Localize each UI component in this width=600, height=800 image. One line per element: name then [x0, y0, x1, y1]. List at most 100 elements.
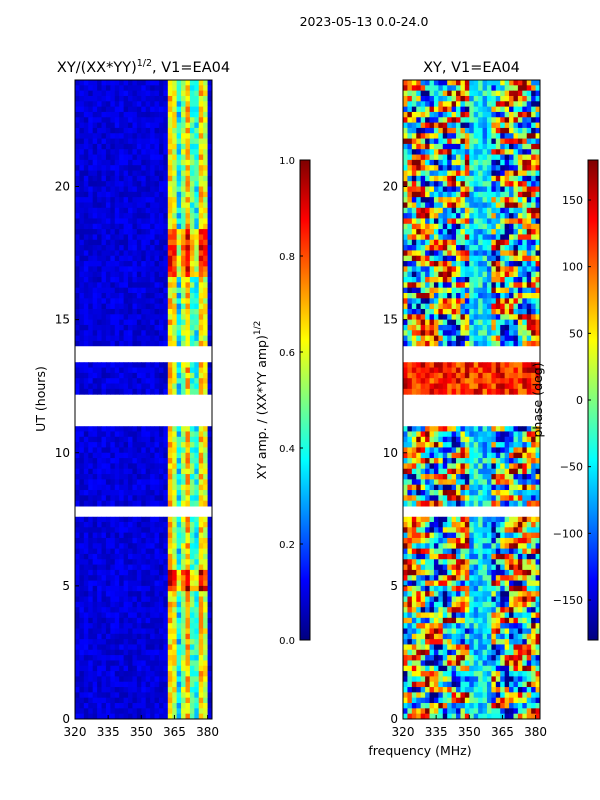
heatmap-cell — [110, 271, 116, 278]
heatmap-cell — [433, 175, 439, 182]
heatmap-cell — [154, 708, 160, 715]
heatmap-cell — [88, 197, 94, 203]
heatmap-cell — [114, 575, 120, 582]
heatmap-cell — [167, 575, 173, 582]
heatmap-cell — [88, 101, 94, 108]
heatmap-cell — [128, 569, 133, 576]
heatmap-cell — [500, 181, 506, 188]
heatmap-cell — [531, 330, 537, 337]
heatmap-cell — [154, 340, 160, 347]
heatmap-cell — [504, 149, 510, 156]
heatmap-cell — [145, 617, 151, 624]
heatmap-cell — [203, 271, 209, 278]
heatmap-cell — [163, 372, 169, 379]
heatmap-cell — [75, 154, 80, 161]
heatmap-cell — [132, 436, 138, 443]
heatmap-cell — [478, 207, 484, 214]
heatmap-cell — [203, 617, 209, 624]
heatmap-cell — [416, 330, 422, 337]
heatmap-cell — [167, 596, 173, 603]
heatmap-cell — [83, 218, 89, 225]
heatmap-cell — [469, 213, 475, 219]
heatmap-cell — [181, 378, 186, 385]
heatmap-cell — [172, 122, 178, 129]
heatmap-cell — [150, 133, 156, 140]
heatmap-cell — [145, 697, 151, 704]
heatmap-cell — [482, 324, 488, 331]
heatmap-cell — [123, 197, 129, 203]
heatmap-cell — [429, 186, 435, 193]
heatmap-cell — [447, 133, 453, 140]
heatmap-cell — [411, 298, 417, 305]
heatmap-cell — [433, 90, 439, 97]
heatmap-cell — [429, 170, 435, 177]
heatmap-cell — [83, 564, 89, 571]
heatmap-cell — [535, 149, 541, 156]
heatmap-cell — [189, 362, 195, 369]
heatmap-cell — [495, 181, 501, 188]
heatmap-cell — [442, 111, 448, 118]
heatmap-cell — [509, 293, 514, 299]
heatmap-cell — [97, 692, 103, 699]
heatmap-cell — [486, 324, 492, 331]
heatmap-cell — [145, 676, 151, 683]
heatmap-cell — [460, 314, 466, 321]
heatmap-cell — [486, 117, 492, 124]
heatmap-cell — [123, 170, 129, 177]
heatmap-cell — [460, 362, 466, 369]
heatmap-cell — [433, 245, 439, 251]
heatmap-cell — [469, 303, 475, 310]
heatmap-cell — [136, 639, 142, 645]
heatmap-cell — [128, 713, 133, 720]
heatmap-cell — [163, 266, 169, 273]
heatmap-cell — [194, 213, 200, 219]
heatmap-cell — [509, 85, 514, 92]
heatmap-cell — [97, 639, 103, 645]
heatmap-cell — [92, 261, 98, 267]
heatmap-cell — [123, 495, 129, 502]
heatmap-cell — [114, 234, 120, 241]
heatmap-cell — [163, 452, 169, 459]
heatmap-cell — [163, 569, 169, 576]
heatmap-cell — [181, 324, 186, 331]
heatmap-cell — [123, 559, 129, 566]
heatmap-cell — [203, 111, 209, 118]
heatmap-cell — [145, 277, 151, 283]
heatmap-cell — [92, 207, 98, 214]
heatmap-cell — [198, 436, 204, 443]
heatmap-cell — [526, 85, 532, 92]
heatmap-cell — [154, 122, 160, 129]
heatmap-cell — [176, 245, 182, 251]
heatmap-cell — [110, 383, 116, 390]
heatmap-cell — [128, 649, 133, 656]
heatmap-cell — [105, 111, 111, 118]
heatmap-cell — [172, 250, 178, 257]
heatmap-cell — [486, 223, 492, 230]
heatmap-cell — [163, 340, 169, 347]
heatmap-cell — [150, 607, 156, 614]
heatmap-cell — [451, 335, 457, 342]
heatmap-cell — [509, 308, 514, 315]
heatmap-cell — [425, 90, 431, 97]
heatmap-cell — [429, 175, 435, 182]
heatmap-cell — [442, 117, 448, 124]
heatmap-cell — [522, 154, 528, 161]
heatmap-cell — [411, 229, 417, 235]
heatmap-cell — [176, 591, 182, 598]
heatmap-cell — [167, 649, 173, 656]
heatmap-cell — [531, 133, 537, 140]
heatmap-cell — [97, 218, 103, 225]
heatmap-cell — [158, 218, 164, 225]
heatmap-cell — [207, 575, 213, 582]
heatmap-cell — [114, 340, 120, 347]
heatmap-cell — [416, 138, 422, 145]
heatmap-cell — [486, 170, 492, 177]
heatmap-cell — [513, 340, 519, 347]
heatmap-cell — [478, 298, 484, 305]
heatmap-cell — [407, 186, 413, 193]
heatmap-cell — [203, 367, 209, 374]
heatmap-cell — [154, 665, 160, 672]
heatmap-cell — [123, 229, 129, 235]
heatmap-cell — [403, 324, 408, 331]
heatmap-cell — [141, 687, 147, 693]
